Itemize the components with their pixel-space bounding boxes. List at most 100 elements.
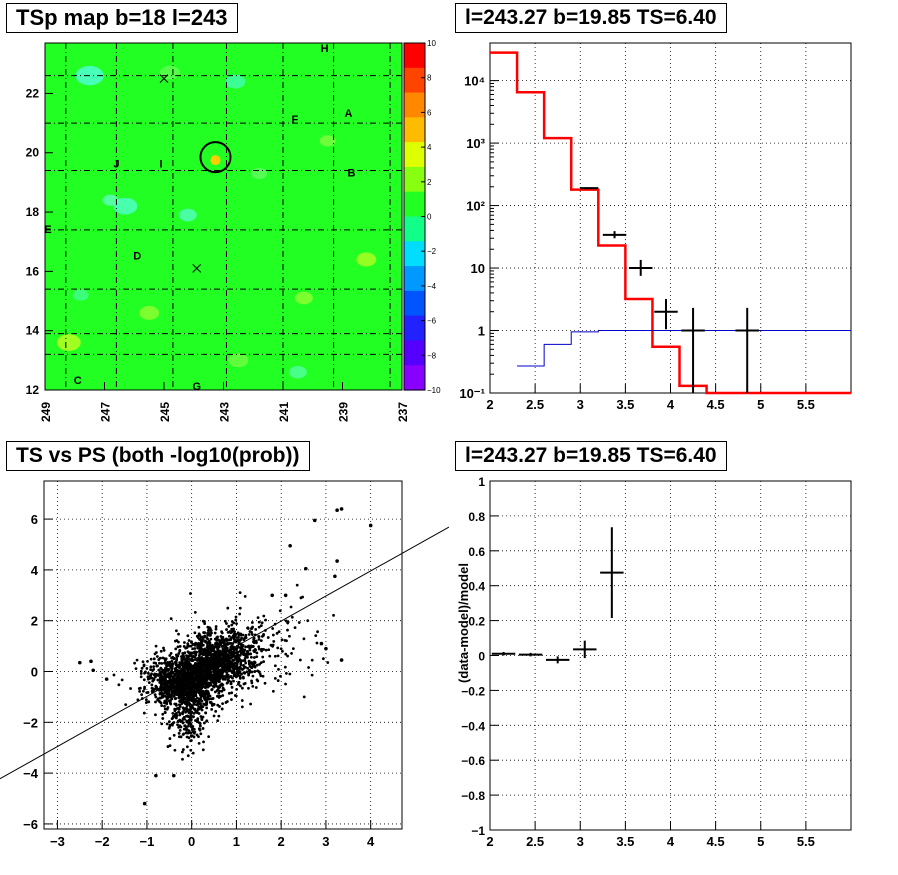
scatter-point — [171, 690, 175, 694]
scatter-point — [242, 664, 245, 667]
scatter-point — [185, 704, 189, 708]
scatter-point — [181, 662, 185, 666]
scatter-point — [174, 707, 178, 711]
scatter-point — [199, 695, 203, 699]
scatter-point — [199, 675, 203, 679]
scatter-point — [174, 661, 178, 665]
scatter-point — [171, 711, 175, 715]
scatter-point — [140, 693, 144, 697]
colorbar-tick-label: −6 — [427, 317, 437, 326]
scatter-point — [175, 639, 179, 642]
scatter-point — [178, 664, 181, 668]
scatter-point — [161, 668, 165, 672]
colorbar-tick-label: 4 — [427, 143, 432, 152]
scatter-point — [156, 678, 160, 682]
scatter-point — [191, 643, 195, 646]
colorbar-segment — [404, 241, 425, 267]
scatter-point — [211, 646, 215, 649]
scatter-point — [212, 714, 216, 718]
cross-marker — [159, 74, 169, 83]
scatter-point — [186, 676, 190, 680]
scatter-point — [134, 667, 138, 671]
residual-panel: 2 2.5 3 3.5 4 4.5 5 5.5 −1 −0.8 −0.6 −0.4 −0.2 0 0.2 0.… — [449, 437, 898, 875]
scatter-point — [246, 645, 250, 649]
scatter-point — [209, 678, 213, 682]
scatter-point — [232, 679, 235, 683]
x-tick-label: 4.5 — [707, 397, 725, 412]
scatter-point — [221, 658, 224, 662]
scatter-point — [221, 640, 225, 644]
scatter-point — [205, 689, 208, 693]
scatter-point — [216, 678, 220, 681]
scatter-point — [178, 713, 182, 717]
scatter-point — [218, 684, 221, 688]
map-patch — [319, 135, 336, 147]
scatter-point — [137, 687, 141, 690]
scatter-point — [200, 652, 204, 656]
scatter-point — [217, 645, 221, 649]
scatter-point — [261, 674, 265, 678]
scatter-point — [266, 636, 270, 639]
x-tick-label: 249 — [39, 402, 53, 422]
scatter-point — [170, 674, 174, 678]
scatter-cloud — [112, 583, 335, 761]
scatter-point — [208, 681, 212, 685]
scatter-point — [302, 695, 306, 699]
scatter-point — [226, 642, 229, 645]
scatter-point — [172, 656, 176, 660]
scatter-point — [257, 634, 260, 638]
scatter-point — [229, 675, 233, 678]
scatter-point — [206, 694, 210, 698]
scatter-point — [231, 664, 235, 668]
scatter-point — [151, 669, 155, 672]
y-tick-label: 4 — [31, 563, 39, 578]
scatter-point — [200, 681, 204, 685]
scatter-point — [207, 697, 211, 701]
scatter-outlier — [283, 593, 288, 598]
spectrum-panel: 2 2.5 3 3.5 4 4.5 5 5.5 10⁻¹ 1 10 10² 10³ 10⁴ l=243.2… — [449, 0, 898, 437]
tsp-map-panel: H A F J I B E D C G 249 247 245 243 241 239 237 12 14 16 18 2… — [0, 0, 449, 437]
scatter-point — [238, 591, 242, 594]
scatter-point — [213, 668, 217, 672]
colorbar-segment — [404, 92, 425, 118]
scatter-point — [237, 636, 240, 639]
scatter-point — [254, 628, 258, 631]
map-patch — [294, 291, 313, 305]
map-label: C — [74, 375, 82, 387]
colorbar-segment — [404, 142, 425, 168]
scatter-point — [250, 621, 254, 624]
scatter-point — [189, 739, 193, 742]
scatter-point — [177, 687, 181, 691]
scatter-point — [189, 713, 193, 717]
scatter-point — [193, 631, 197, 635]
scatter-point — [262, 660, 266, 664]
scatter-point — [259, 639, 263, 643]
scatter-point — [238, 612, 242, 616]
scatter-point — [209, 650, 213, 653]
scatter-point — [248, 648, 252, 652]
scatter-point — [145, 666, 149, 670]
scatter-point — [179, 661, 183, 665]
scatter-point — [158, 676, 162, 680]
scatter-point — [207, 645, 211, 649]
scatter-point — [186, 642, 190, 646]
scatter-point — [259, 674, 263, 678]
scatter-point — [279, 674, 282, 678]
scatter-point — [191, 678, 195, 681]
scatter-point — [199, 656, 203, 660]
scatter-point — [186, 680, 190, 684]
scatter-point — [194, 651, 198, 655]
scatter-point — [247, 686, 250, 690]
scatter-point — [150, 683, 154, 687]
scatter-point — [201, 670, 205, 674]
y-tick-label: −0.2 — [461, 684, 485, 698]
scatter-point — [157, 668, 161, 672]
scatter-point — [203, 634, 207, 638]
scatter-outlier — [270, 593, 275, 598]
scatter-point — [216, 719, 220, 723]
scatter-point — [284, 672, 288, 675]
scatter-point — [236, 670, 239, 674]
scatter-point — [256, 669, 260, 673]
map-patch — [113, 197, 138, 215]
scatter-point — [223, 643, 226, 647]
